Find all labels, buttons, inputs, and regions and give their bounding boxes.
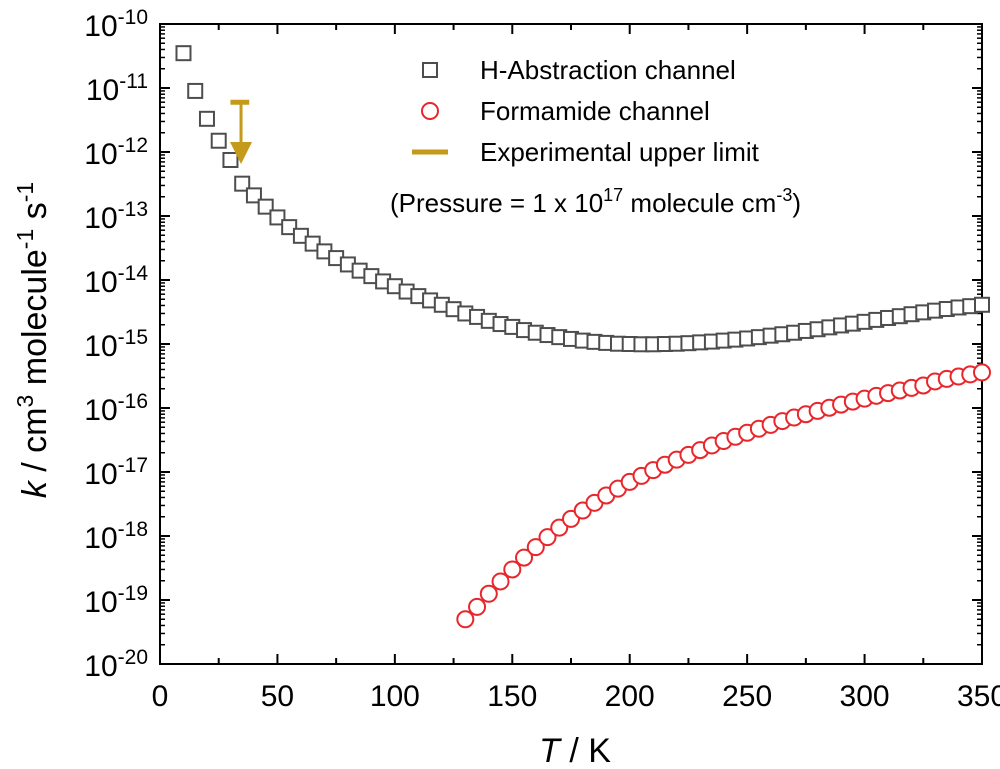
upper-limit-arrow-head — [230, 141, 253, 164]
plot-area — [175, 45, 991, 629]
x-axis-label-unit: / K — [560, 732, 611, 769]
x-axis-label: T / K — [539, 732, 611, 769]
y-axis-label-sup-1: 3 — [12, 395, 38, 408]
y-tick-label: 10-10 — [84, 6, 148, 43]
y-axis-label-sup-3: -1 — [12, 182, 38, 202]
y-axis-ticks: 10-10 10-11 10-12 10-13 10-14 10-15 10-16 10-17… — [84, 6, 982, 683]
y-tick-label: 10-17 — [84, 454, 148, 491]
x-axis-label-variable: T — [539, 732, 562, 769]
y-axis-label-part-1: / cm — [16, 408, 54, 482]
data-point — [550, 518, 569, 537]
legend-label: H-Abstraction channel — [480, 55, 736, 85]
legend-label: Experimental upper limit — [480, 137, 760, 167]
data-point — [468, 597, 487, 616]
x-tick-label: 100 — [370, 680, 420, 713]
data-point — [526, 538, 545, 557]
y-tick-label: 10-19 — [84, 582, 148, 619]
legend-marker-square — [422, 62, 438, 78]
x-tick-label: 200 — [605, 680, 655, 713]
data-point — [974, 296, 990, 313]
y-tick-label: 10-15 — [84, 326, 148, 363]
pressure-annotation-sup-1: 17 — [603, 185, 623, 205]
data-point — [175, 45, 192, 62]
data-point — [222, 151, 239, 168]
data-point — [210, 132, 227, 149]
pressure-annotation-sup-2: -3 — [776, 185, 792, 205]
data-point — [257, 198, 274, 215]
data-point — [503, 560, 522, 579]
data-point — [479, 584, 498, 603]
pressure-annotation-middle: molecule cm — [623, 188, 776, 218]
y-tick-label: 10-16 — [84, 390, 148, 427]
legend-marker-circle — [421, 102, 439, 120]
data-point — [973, 363, 991, 382]
data-point — [245, 187, 262, 204]
legend-label: Formamide channel — [480, 96, 710, 126]
data-point — [538, 528, 557, 547]
data-point — [515, 548, 534, 567]
y-tick-label: 10-11 — [86, 70, 148, 107]
data-point — [269, 209, 286, 226]
pressure-annotation-prefix: (Pressure = 1 x 10 — [390, 188, 603, 218]
legend: H-Abstraction channel Formamide channel Ex… — [412, 55, 760, 167]
series-h-abstraction-channel — [175, 45, 990, 353]
x-tick-label: 250 — [722, 680, 772, 713]
data-point — [491, 572, 510, 591]
y-tick-label: 10-12 — [84, 134, 148, 171]
y-axis-label-sup-2: -1 — [12, 229, 38, 249]
data-point — [456, 610, 475, 629]
series-experimental-upper-limit — [230, 99, 253, 164]
y-tick-label: 10-13 — [84, 198, 148, 235]
data-point — [234, 175, 251, 192]
x-tick-label: 0 — [152, 680, 169, 713]
y-tick-label: 10-20 — [84, 646, 148, 683]
x-tick-label: 50 — [261, 680, 294, 713]
data-point — [281, 219, 298, 236]
x-tick-label: 350 — [957, 680, 1000, 713]
series-formamide-channel — [456, 363, 991, 629]
data-point — [187, 82, 204, 99]
y-tick-label: 10-18 — [84, 518, 148, 555]
x-axis-ticks: 0 50 100 150 200 250 300 350 — [152, 24, 1000, 713]
x-tick-label: 150 — [487, 680, 537, 713]
y-axis-label-variable: k — [16, 479, 54, 498]
y-axis-label: k / cm3 molecule-1 s-1 — [12, 182, 54, 498]
pressure-annotation-suffix: ) — [792, 188, 801, 218]
x-tick-label: 300 — [840, 680, 890, 713]
pressure-annotation: (Pressure = 1 x 1017 molecule cm-3) — [390, 185, 801, 218]
y-axis-label-part-3: s — [16, 202, 54, 228]
y-axis-label-part-2: molecule — [16, 249, 54, 395]
data-point — [198, 110, 215, 127]
y-tick-label: 10-14 — [84, 262, 148, 299]
